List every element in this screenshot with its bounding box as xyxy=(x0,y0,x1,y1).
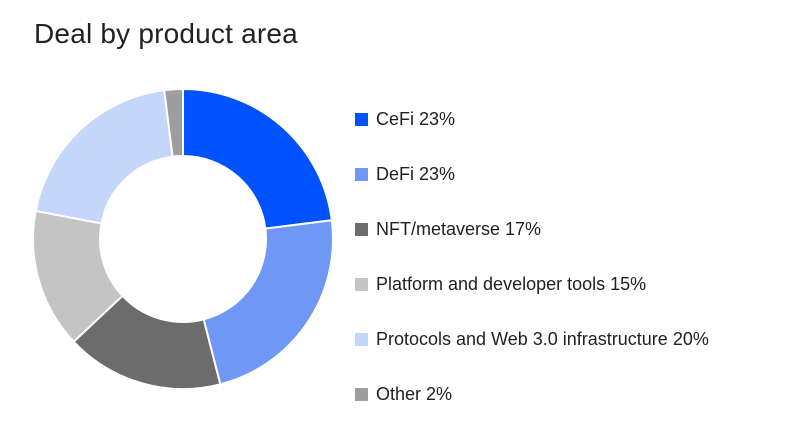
donut-slice-4 xyxy=(34,89,174,225)
legend-label-4: Protocols and Web 3.0 infrastructure 20% xyxy=(376,329,709,349)
legend-swatch-1 xyxy=(355,168,368,181)
legend-item-4: Protocols and Web 3.0 infrastructure 20% xyxy=(355,312,709,367)
legend-swatch-5 xyxy=(355,388,368,401)
legend-label-0: CeFi 23% xyxy=(376,109,456,129)
donut-slice-1 xyxy=(202,219,334,386)
legend-item-0: CeFi 23% xyxy=(355,92,709,147)
legend-label-2: NFT/metaverse 17% xyxy=(376,219,542,239)
legend-swatch-4 xyxy=(355,333,368,346)
legend-item-5: Other 2% xyxy=(355,367,709,422)
legend-label-3: Platform and developer tools 15% xyxy=(376,274,647,294)
chart-legend: CeFi 23% DeFi 23% NFT/metaverse 17% Platfor… xyxy=(355,92,709,422)
legend-item-1: DeFi 23% xyxy=(355,147,709,202)
donut-slice-5 xyxy=(163,87,184,158)
legend-label-1: DeFi 23% xyxy=(376,164,456,184)
legend-label-5: Other 2% xyxy=(376,384,453,404)
legend-item-2: NFT/metaverse 17% xyxy=(355,202,709,257)
legend-swatch-2 xyxy=(355,223,368,236)
legend-swatch-3 xyxy=(355,278,368,291)
legend-item-3: Platform and developer tools 15% xyxy=(355,257,709,312)
chart-title: Deal by product area xyxy=(34,18,298,49)
legend-swatch-0 xyxy=(355,113,368,126)
donut-slice-0 xyxy=(182,87,333,230)
